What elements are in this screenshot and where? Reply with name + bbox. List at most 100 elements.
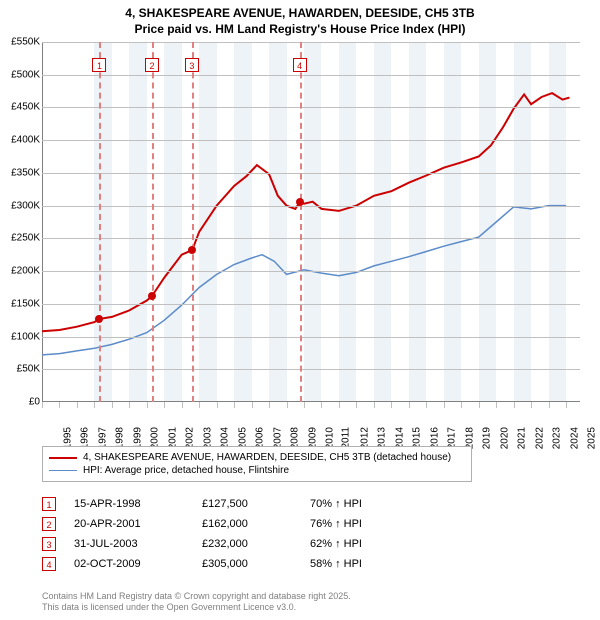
- y-gridline: [42, 42, 580, 43]
- hpi-line: [42, 206, 566, 355]
- legend-swatch-blue: [49, 470, 77, 471]
- sale-row: 1 15-APR-1998 £127,500 70% ↑ HPI: [42, 494, 562, 514]
- sale-row-num: 2: [42, 517, 56, 531]
- sale-marker-box: 2: [145, 58, 159, 72]
- x-tick-label: 2025: [586, 427, 597, 449]
- y-gridline: [42, 337, 580, 338]
- legend-label-blue: HPI: Average price, detached house, Flin…: [83, 465, 289, 476]
- x-tick: [234, 402, 235, 408]
- sale-row-hpi: 62% ↑ HPI: [310, 538, 420, 550]
- sale-row-price: £162,000: [202, 518, 292, 530]
- x-tick: [321, 402, 322, 408]
- x-tick: [199, 402, 200, 408]
- y-tick-label: £50K: [0, 364, 40, 375]
- y-gridline: [42, 75, 580, 76]
- x-tick: [391, 402, 392, 408]
- y-tick-label: £350K: [0, 167, 40, 178]
- x-tick: [304, 402, 305, 408]
- sale-row-hpi: 58% ↑ HPI: [310, 558, 420, 570]
- x-tick-label: 2024: [569, 427, 580, 449]
- sale-marker-dot: [148, 292, 156, 300]
- sale-row: 2 20-APR-2001 £162,000 76% ↑ HPI: [42, 514, 562, 534]
- sale-row-date: 20-APR-2001: [74, 518, 184, 530]
- sale-row-num: 1: [42, 497, 56, 511]
- y-gridline: [42, 271, 580, 272]
- plot-region: £0£50K£100K£150K£200K£250K£300K£350K£400…: [42, 42, 580, 402]
- line-layer: [42, 42, 580, 402]
- y-gridline: [42, 304, 580, 305]
- sale-marker-line: [300, 42, 302, 402]
- x-tick: [479, 402, 480, 408]
- y-tick-label: £250K: [0, 233, 40, 244]
- legend: 4, SHAKESPEARE AVENUE, HAWARDEN, DEESIDE…: [42, 446, 472, 482]
- footer: Contains HM Land Registry data © Crown c…: [42, 591, 582, 614]
- x-tick: [374, 402, 375, 408]
- title-line-2: Price paid vs. HM Land Registry's House …: [0, 22, 600, 38]
- title-block: 4, SHAKESPEARE AVENUE, HAWARDEN, DEESIDE…: [0, 0, 600, 37]
- x-tick: [566, 402, 567, 408]
- x-tick: [496, 402, 497, 408]
- x-tick: [59, 402, 60, 408]
- y-tick-label: £550K: [0, 37, 40, 48]
- x-tick: [147, 402, 148, 408]
- sales-table: 1 15-APR-1998 £127,500 70% ↑ HPI 2 20-APR-200…: [42, 494, 562, 574]
- x-tick: [356, 402, 357, 408]
- legend-swatch-red: [49, 457, 77, 459]
- y-tick-label: £0: [0, 397, 40, 408]
- x-tick: [409, 402, 410, 408]
- legend-row-red: 4, SHAKESPEARE AVENUE, HAWARDEN, DEESIDE…: [49, 451, 465, 464]
- y-gridline: [42, 140, 580, 141]
- sale-row-date: 15-APR-1998: [74, 498, 184, 510]
- sale-row-price: £305,000: [202, 558, 292, 570]
- sale-row: 3 31-JUL-2003 £232,000 62% ↑ HPI: [42, 534, 562, 554]
- sale-row-hpi: 76% ↑ HPI: [310, 518, 420, 530]
- x-tick: [461, 402, 462, 408]
- y-tick-label: £500K: [0, 69, 40, 80]
- y-gridline: [42, 107, 580, 108]
- title-line-1: 4, SHAKESPEARE AVENUE, HAWARDEN, DEESIDE…: [0, 6, 600, 22]
- sale-row: 402-OCT-2009£305,00058% ↑ HPI: [42, 554, 562, 574]
- chart-area: £0£50K£100K£150K£200K£250K£300K£350K£400…: [42, 42, 580, 402]
- sale-row-price: £127,500: [202, 498, 292, 510]
- sale-row-price: £232,000: [202, 538, 292, 550]
- x-tick-label: 2021: [516, 427, 527, 449]
- y-gridline: [42, 238, 580, 239]
- x-tick: [164, 402, 165, 408]
- x-tick: [112, 402, 113, 408]
- y-tick-label: £200K: [0, 266, 40, 277]
- sale-marker-dot: [296, 198, 304, 206]
- x-tick-label: 2023: [551, 427, 562, 449]
- sale-row-date: 31-JUL-2003: [74, 538, 184, 550]
- sale-marker-box: 1: [92, 58, 106, 72]
- x-tick-label: 2020: [499, 427, 510, 449]
- sale-row-hpi: 70% ↑ HPI: [310, 498, 420, 510]
- x-tick: [182, 402, 183, 408]
- x-tick: [339, 402, 340, 408]
- sale-marker-line: [152, 42, 154, 402]
- y-gridline: [42, 206, 580, 207]
- y-tick-label: £450K: [0, 102, 40, 113]
- y-tick-label: £100K: [0, 331, 40, 342]
- footer-line-2: This data is licensed under the Open Gov…: [42, 602, 582, 614]
- y-tick-label: £300K: [0, 200, 40, 211]
- chart-container: 4, SHAKESPEARE AVENUE, HAWARDEN, DEESIDE…: [0, 0, 600, 620]
- price-paid-line: [42, 93, 570, 331]
- sale-row-date: 02-OCT-2009: [74, 558, 184, 570]
- x-tick: [531, 402, 532, 408]
- x-tick: [42, 402, 43, 408]
- footer-line-1: Contains HM Land Registry data © Crown c…: [42, 591, 582, 603]
- x-tick: [77, 402, 78, 408]
- x-tick: [287, 402, 288, 408]
- sale-marker-line: [192, 42, 194, 402]
- x-tick: [514, 402, 515, 408]
- sale-marker-dot: [188, 246, 196, 254]
- x-tick: [129, 402, 130, 408]
- sale-row-num: 3: [42, 537, 56, 551]
- legend-label-red: 4, SHAKESPEARE AVENUE, HAWARDEN, DEESIDE…: [83, 452, 451, 463]
- sale-marker-dot: [95, 315, 103, 323]
- y-tick-label: £150K: [0, 298, 40, 309]
- x-tick: [269, 402, 270, 408]
- x-tick: [549, 402, 550, 408]
- y-gridline: [42, 369, 580, 370]
- x-tick: [444, 402, 445, 408]
